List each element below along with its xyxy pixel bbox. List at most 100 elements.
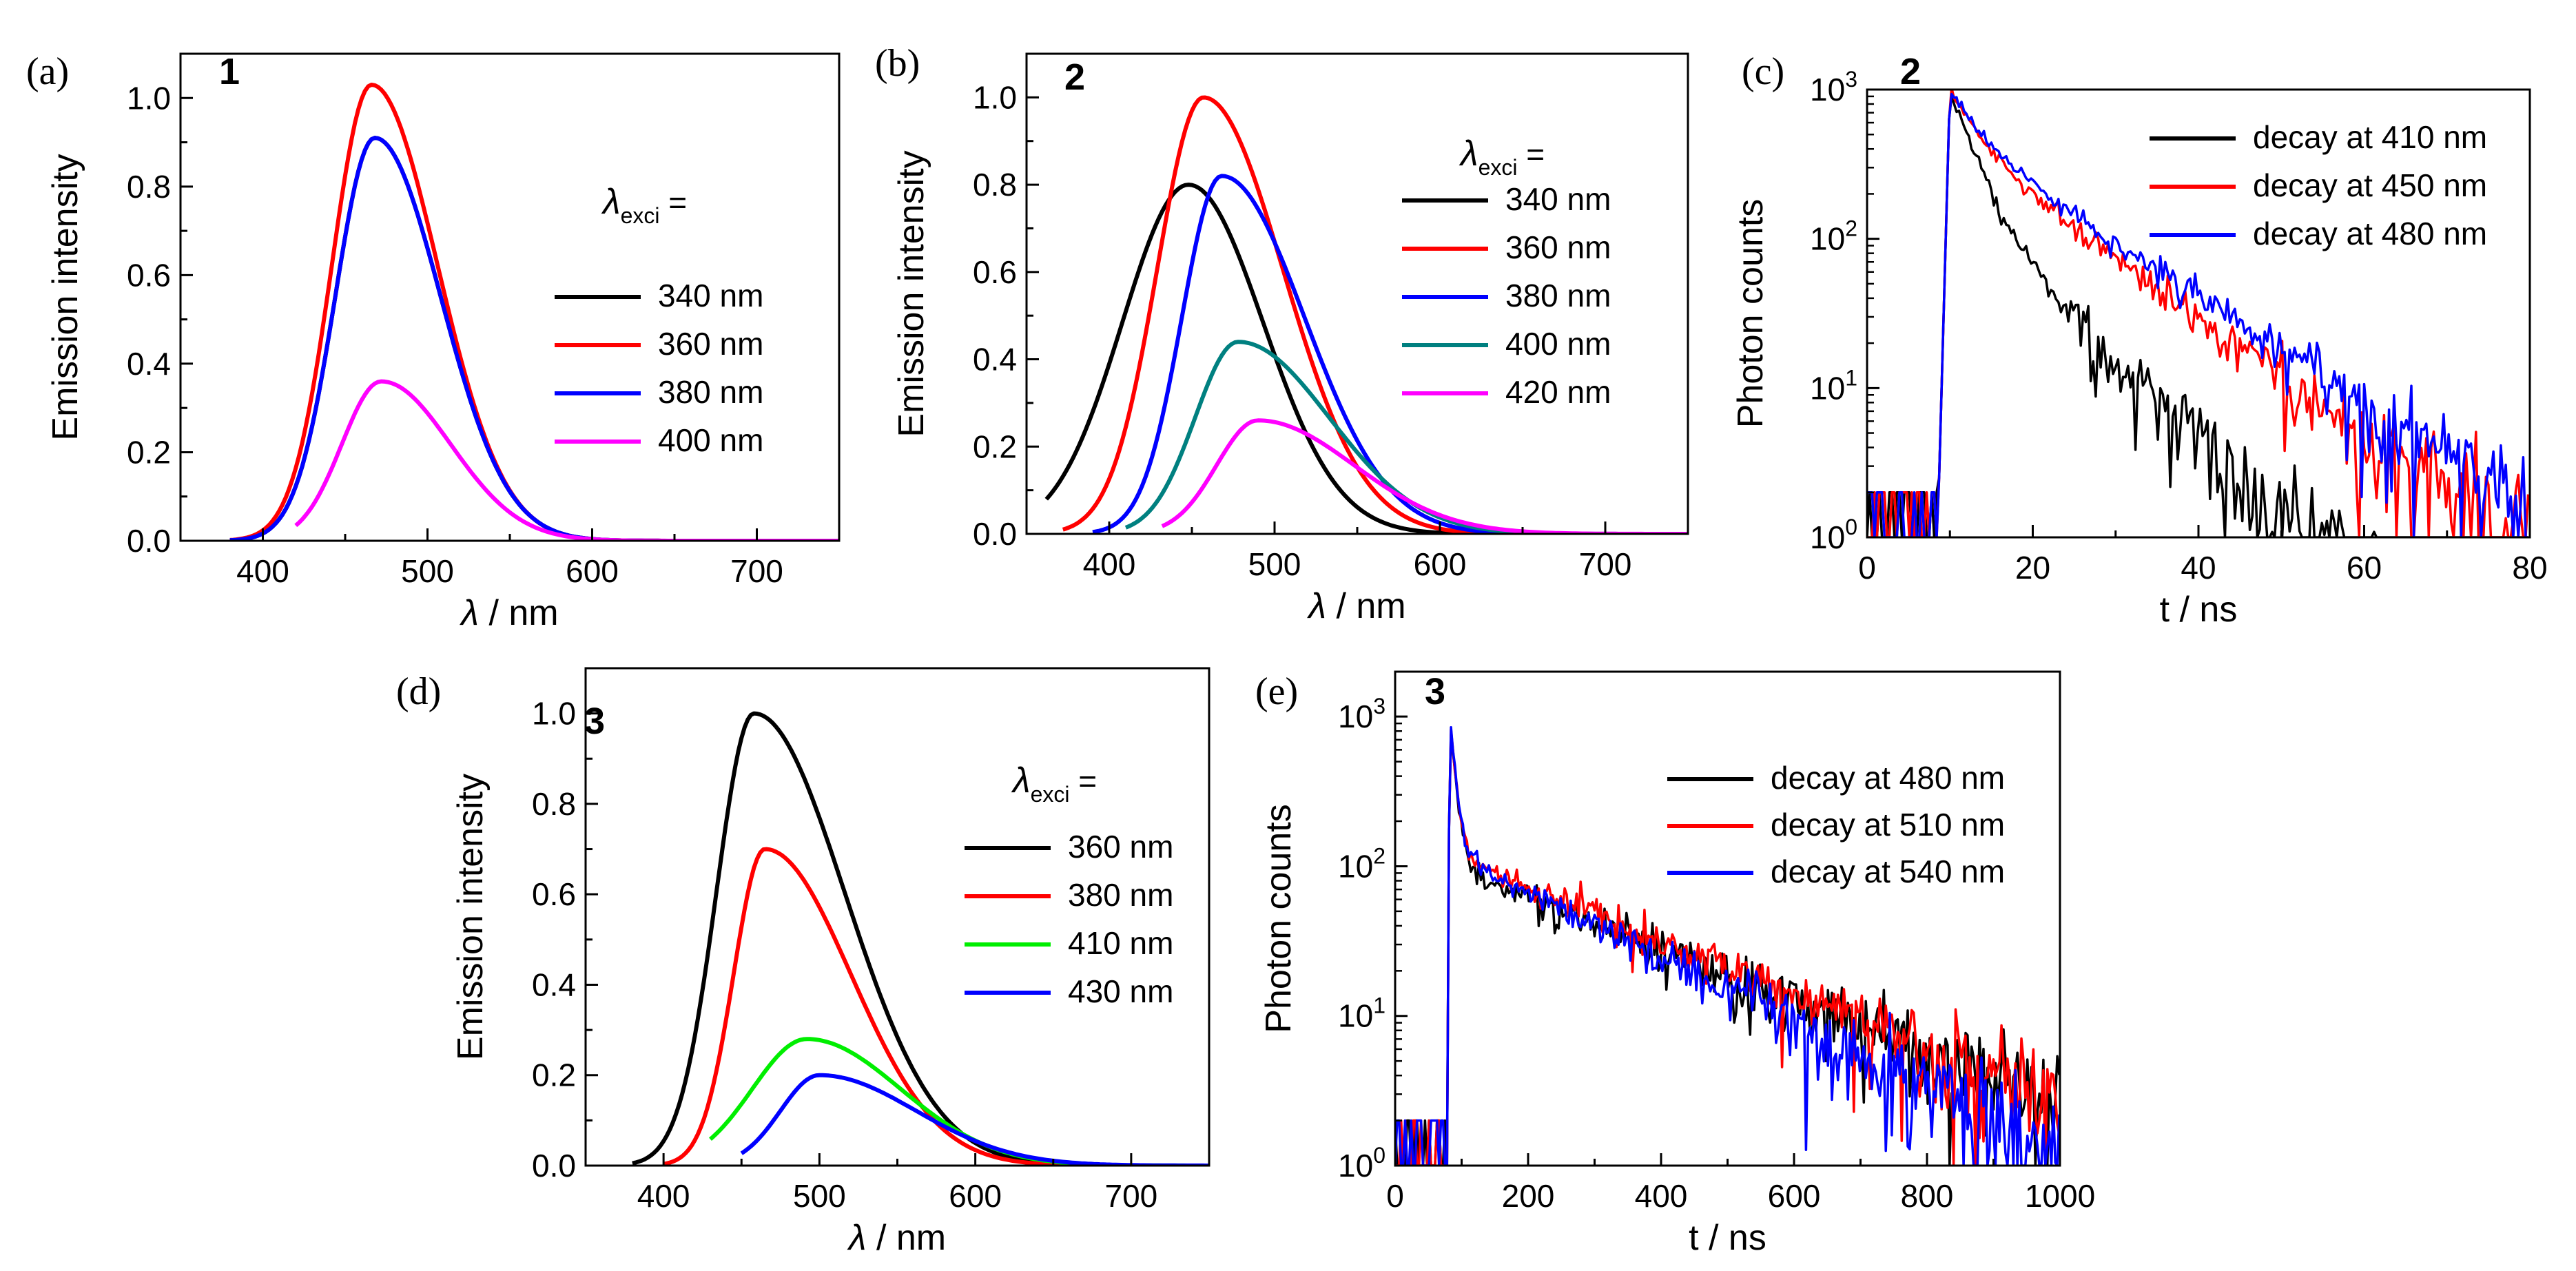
legend-label: 420 nm [1505, 374, 1611, 410]
y-tick-label: 0.2 [973, 428, 1017, 464]
x-tick-label: 0 [1858, 550, 1876, 586]
x-tick-label: 800 [1901, 1178, 1954, 1214]
y-tick-label: 0.4 [127, 346, 171, 382]
x-tick-label: 20 [2015, 550, 2050, 586]
series-group [1867, 90, 2530, 537]
series-line [1867, 92, 2528, 537]
y-tick-label: 0.2 [127, 434, 171, 470]
x-tick-label: 400 [637, 1178, 690, 1214]
y-axis-label: Emission intensity [451, 774, 491, 1060]
legend-label: 380 nm [1505, 278, 1611, 313]
x-tick-label: 700 [730, 553, 783, 589]
plot-frame [584, 667, 1210, 1167]
legend-label: decay at 510 nm [1771, 807, 2005, 843]
legend-label: decay at 480 nm [2253, 216, 2487, 251]
y-axis-label: Emission intensity [45, 154, 85, 440]
legend-title: λexci = [1011, 761, 1097, 807]
panel-a: 400 500 600 700 0.0 0.2 0.4 0.6 0.8 1.0 λ / nm Emis… [26, 50, 841, 633]
panel-label: (a) [26, 50, 69, 93]
x-tick-label: 0 [1386, 1178, 1404, 1214]
x-axis-label: t / ns [1689, 1218, 1766, 1258]
series-line [1867, 95, 2528, 537]
compound-label: 1 [219, 51, 240, 92]
y-tick-label: 1.0 [532, 696, 576, 732]
panel-c: 0 20 40 60 80 100 101 102 103 t / ns Photon counts… [1731, 50, 2548, 630]
y-tick-label: 1.0 [127, 80, 171, 116]
x-tick-label: 400 [1083, 546, 1136, 582]
y-tick-label: 0.0 [532, 1148, 576, 1184]
y-tick-label: 0.8 [127, 169, 171, 205]
y-tick-label: 0.2 [532, 1057, 576, 1093]
y-tick-label: 0.4 [973, 342, 1017, 378]
x-axis-label: λ / nm [1306, 586, 1405, 626]
x-axis-label: λ / nm [459, 593, 558, 633]
x-tick-label: 400 [1635, 1178, 1688, 1214]
y-axis-label: Photon counts [1731, 199, 1771, 428]
legend-label: 400 nm [1505, 326, 1611, 362]
x-tick-label: 60 [2347, 550, 2382, 586]
x-axis-label: λ / nm [847, 1218, 946, 1258]
y-tick-label: 100 [1810, 515, 1857, 555]
series-group [229, 83, 839, 541]
x-tick-label: 700 [1105, 1178, 1158, 1214]
legend-label: decay at 450 nm [2253, 167, 2487, 203]
legend-label: 380 nm [658, 374, 763, 410]
series-line [1062, 95, 1688, 534]
legend-label: 360 nm [1505, 229, 1611, 265]
y-tick-label: 102 [1810, 216, 1857, 257]
y-tick-label: 100 [1338, 1143, 1385, 1184]
y-axis-label: Photon counts [1259, 804, 1299, 1033]
y-tick-label: 0.8 [973, 167, 1017, 203]
compound-label: 3 [1425, 671, 1445, 712]
panel-d: 400 500 600 700 0.0 0.2 0.4 0.6 0.8 1.0 λ / nm Emis… [396, 667, 1210, 1258]
legend-label: 400 nm [658, 422, 763, 458]
panel-label: (e) [1255, 670, 1298, 713]
x-tick-label: 500 [793, 1178, 846, 1214]
x-tick-label: 600 [949, 1178, 1002, 1214]
y-tick-label: 0.4 [532, 967, 576, 1002]
legend-label: 340 nm [1505, 181, 1611, 217]
y-tick-label: 0.0 [127, 523, 171, 559]
panel-b: 400 500 600 700 0.0 0.2 0.4 0.6 0.8 1.0 λ / nm Emis… [875, 42, 1689, 626]
series-line [1044, 183, 1688, 534]
compound-label: 2 [1064, 56, 1085, 98]
y-tick-label: 103 [1338, 694, 1385, 734]
x-tick-label: 600 [1414, 546, 1467, 582]
legend-label: 340 nm [658, 278, 763, 313]
y-tick-label: 0.6 [127, 257, 171, 293]
y-tick-label: 0.6 [532, 876, 576, 912]
legend-title: λexci = [601, 182, 687, 228]
y-tick-label: 0.8 [532, 786, 576, 822]
legend-label: 410 nm [1068, 925, 1173, 961]
series-group [1395, 725, 2060, 1166]
legend-label: 380 nm [1068, 877, 1173, 913]
series-line [1395, 725, 2060, 1166]
series-line [229, 136, 839, 541]
series-line [1867, 90, 2530, 537]
legend-label: decay at 480 nm [1771, 760, 2005, 796]
compound-label: 2 [1900, 51, 1921, 92]
x-tick-label: 700 [1579, 546, 1632, 582]
legend-label: decay at 410 nm [2253, 119, 2487, 155]
x-tick-label: 400 [236, 553, 289, 589]
y-tick-label: 0.6 [973, 254, 1017, 290]
y-tick-label: 102 [1338, 843, 1385, 884]
x-tick-label: 40 [2181, 550, 2216, 586]
compound-label: 3 [584, 701, 605, 742]
x-tick-label: 500 [401, 553, 454, 589]
x-tick-label: 600 [1768, 1178, 1821, 1214]
y-tick-label: 101 [1810, 365, 1857, 406]
y-axis-label: Emission intensity [892, 150, 931, 437]
legend-title: λexci = [1459, 134, 1545, 180]
series-line [294, 379, 839, 541]
x-tick-label: 200 [1502, 1178, 1555, 1214]
panel-label: (b) [875, 42, 920, 85]
y-tick-label: 101 [1338, 993, 1385, 1034]
legend-label: 430 nm [1068, 973, 1173, 1009]
legend-label: decay at 540 nm [1771, 854, 2005, 889]
y-tick-label: 103 [1810, 67, 1857, 107]
x-tick-label: 500 [1248, 546, 1301, 582]
legend-label: 360 nm [1068, 829, 1173, 865]
series-group [1044, 95, 1688, 534]
